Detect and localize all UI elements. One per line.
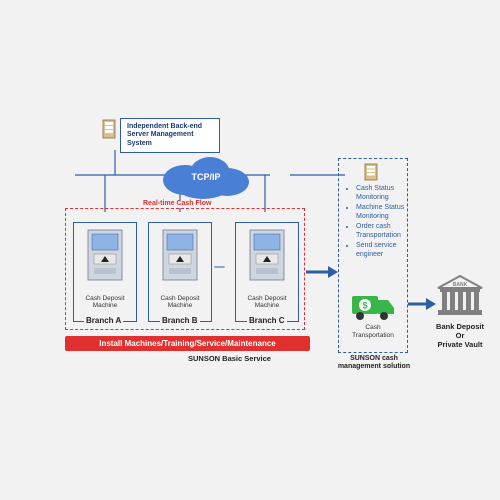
bank-icon: BANK bbox=[434, 274, 486, 320]
branch-ellipsis: ------ bbox=[214, 262, 224, 271]
server-management-label: Independent Back-end Server Management S… bbox=[127, 123, 202, 147]
svg-text:BANK: BANK bbox=[453, 282, 468, 288]
diagram-canvas: Independent Back-end Server Management S… bbox=[0, 0, 500, 500]
atm-icon bbox=[80, 228, 130, 288]
branch-a-name: Branch A bbox=[84, 316, 123, 325]
mgmt-services-list: Cash Status Monitoring Machine Status Mo… bbox=[340, 184, 412, 260]
cloud-label: TCP/IP bbox=[186, 172, 226, 182]
mgmt-footer: SUNSON cash management solution bbox=[336, 355, 412, 372]
basic-service-bar: Install Machines/Training/Service/Mainte… bbox=[65, 336, 310, 351]
atm-icon bbox=[242, 228, 292, 288]
server-management-box: Independent Back-end Server Management S… bbox=[120, 118, 220, 153]
branch-c-name: Branch C bbox=[247, 316, 287, 325]
branch-b-name: Branch B bbox=[160, 316, 200, 325]
mgmt-item-0: Cash Status Monitoring bbox=[356, 184, 412, 203]
machine-a-label: Cash Deposit Machine bbox=[80, 295, 130, 309]
mgmt-item-1: Machine Status Monitoring bbox=[356, 203, 412, 222]
truck-label: Cash Transportation bbox=[344, 324, 402, 340]
machine-a: Cash Deposit Machine bbox=[80, 228, 130, 309]
basic-service-label: SUNSON Basic Service bbox=[188, 354, 271, 363]
svg-text:$: $ bbox=[362, 301, 367, 311]
arrow-to-bank bbox=[408, 296, 436, 312]
machine-b-label: Cash Deposit Machine bbox=[155, 295, 205, 309]
mgmt-item-2: Order cash Transportation bbox=[356, 222, 412, 241]
mgmt-server-icon bbox=[362, 162, 380, 184]
truck-icon: $ bbox=[348, 290, 398, 324]
atm-icon bbox=[155, 228, 205, 288]
machine-c-label: Cash Deposit Machine bbox=[242, 295, 292, 309]
mgmt-item-3: Send service engineer bbox=[356, 241, 412, 260]
arrow-to-mgmt bbox=[306, 264, 338, 280]
server-icon bbox=[100, 118, 118, 142]
machine-b: Cash Deposit Machine bbox=[155, 228, 205, 309]
bank-label: Bank Deposit Or Private Vault bbox=[432, 322, 488, 349]
realtime-cashflow-label: Real-time Cash Flow bbox=[140, 200, 216, 208]
machine-c: Cash Deposit Machine bbox=[242, 228, 292, 309]
